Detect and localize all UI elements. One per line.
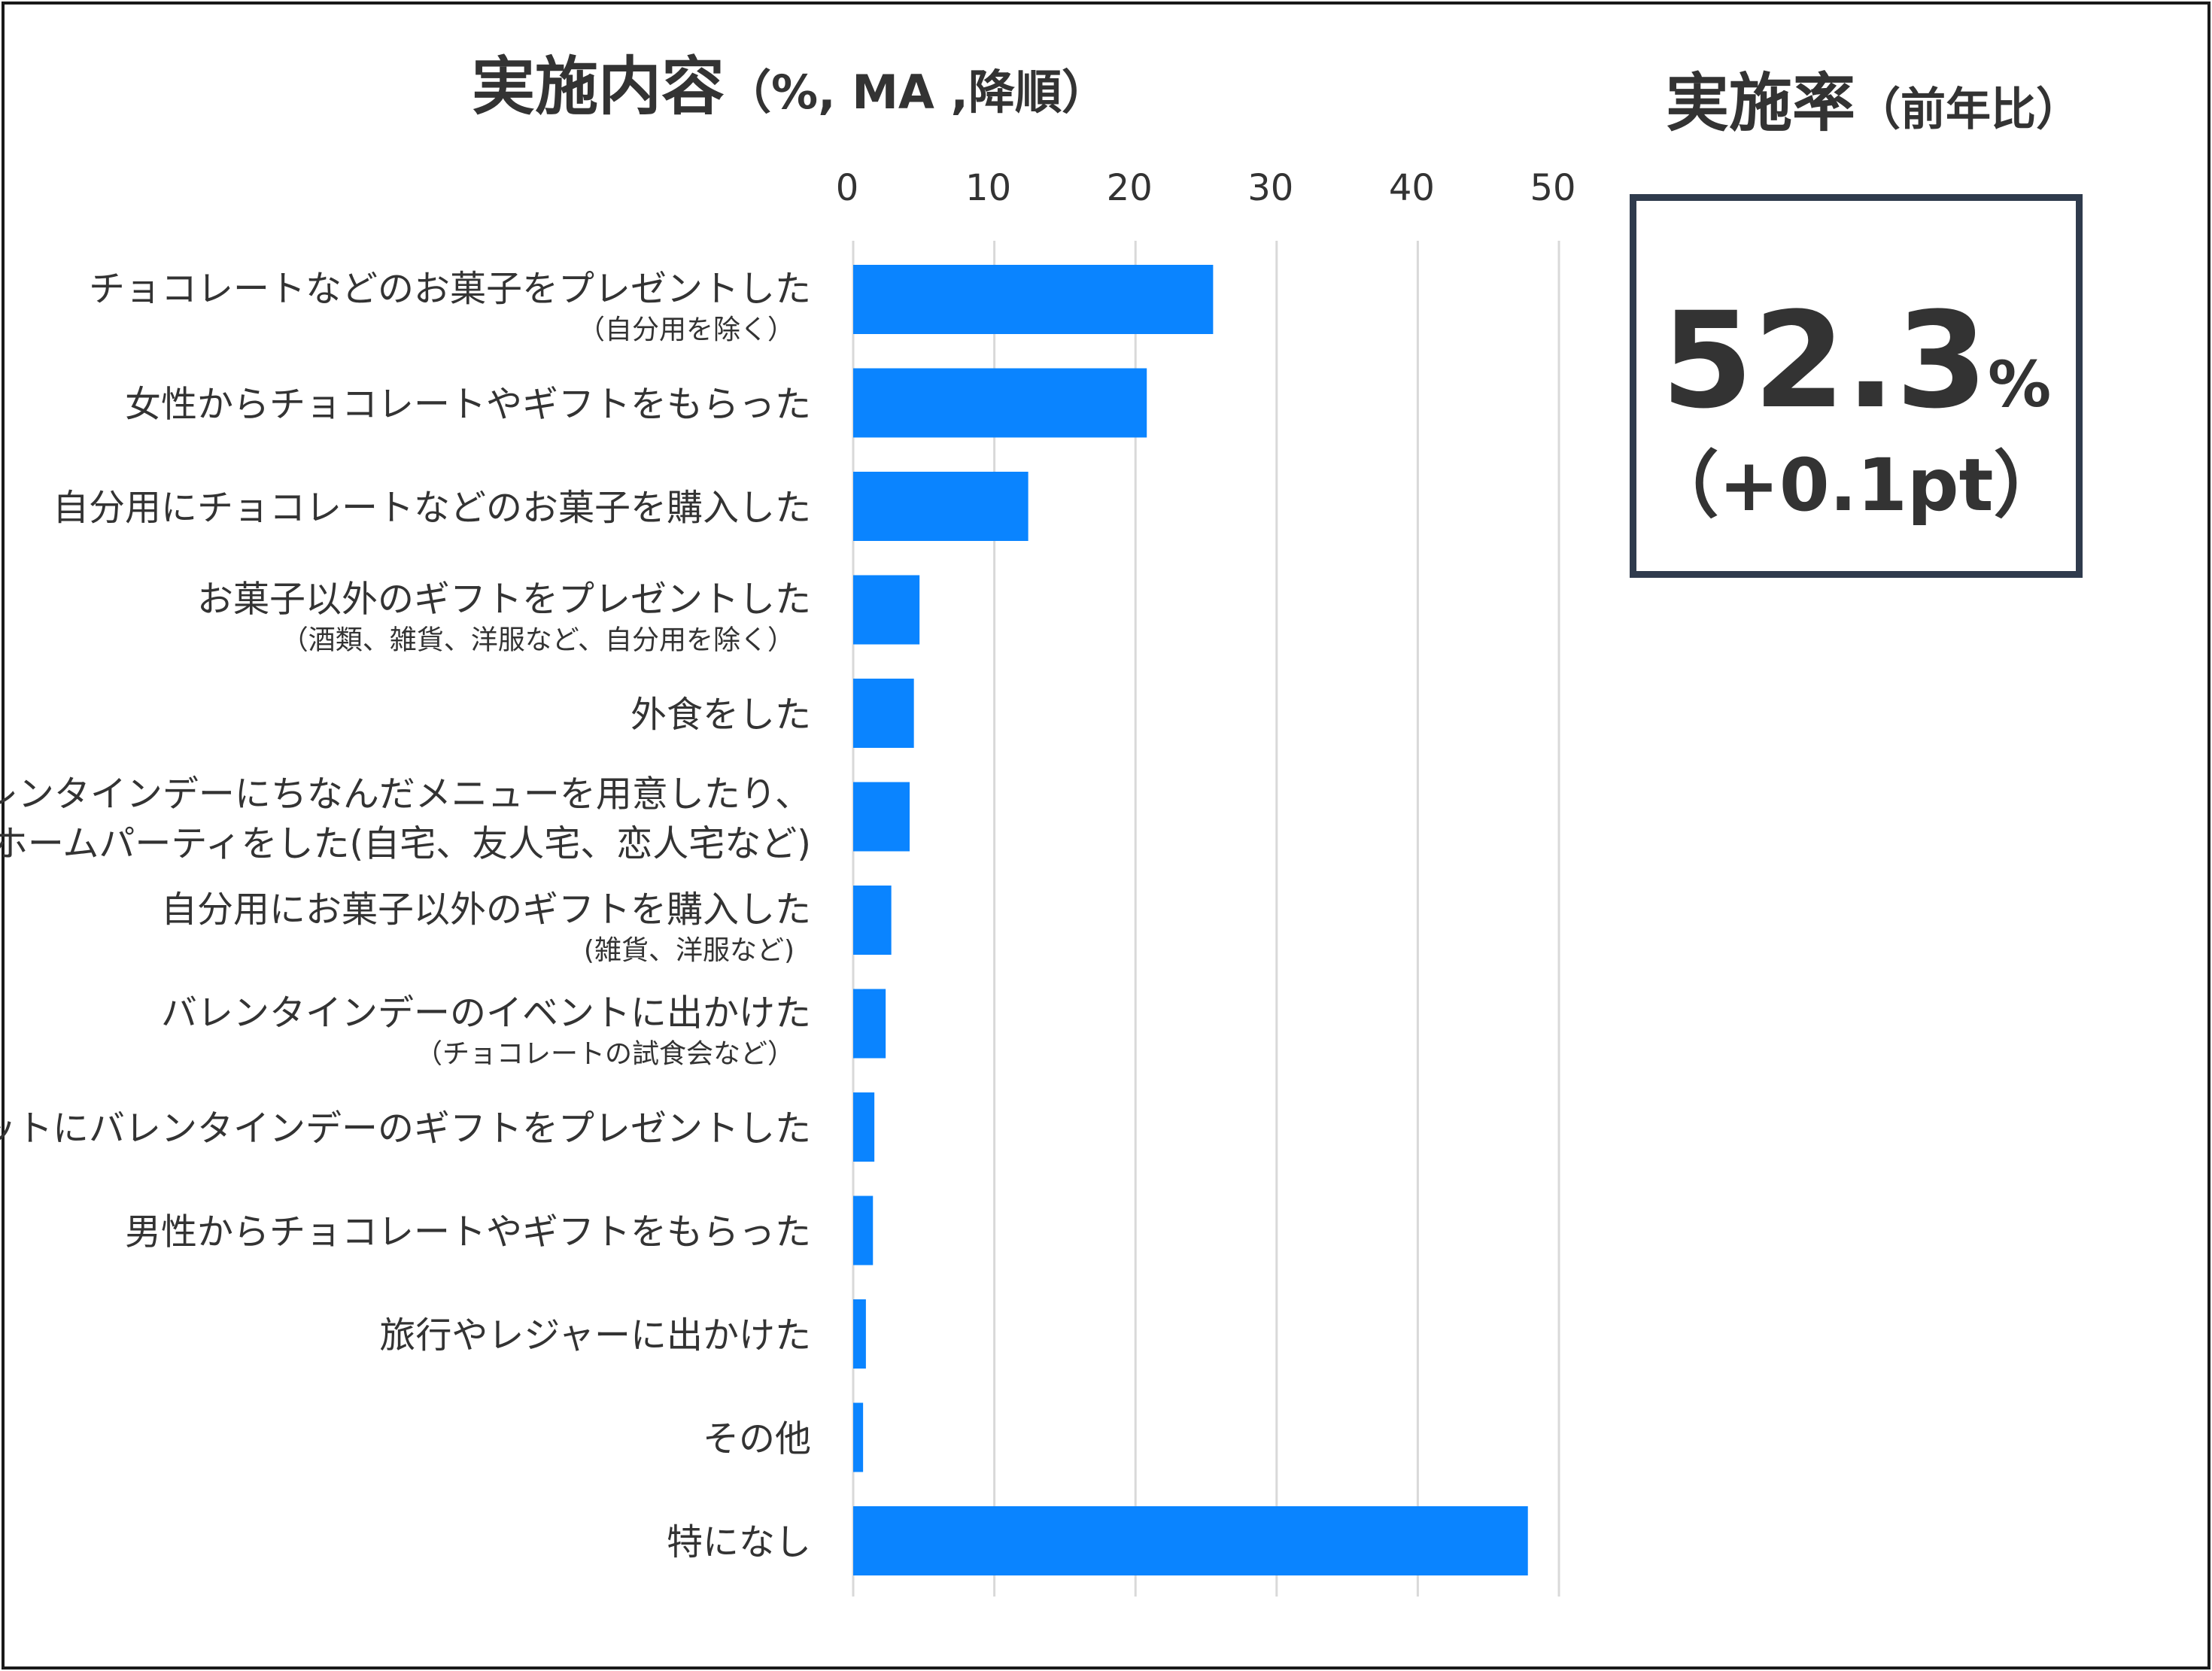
bar [853, 368, 1147, 438]
category-label: 特になし [667, 1521, 811, 1563]
bar [853, 1196, 874, 1265]
x-axis-ticks: 0 10 20 30 40 50 [836, 167, 1576, 209]
x-tick-label: 0 [836, 167, 859, 209]
bar [853, 575, 920, 645]
rate-unit: % [1988, 348, 2052, 421]
bar [853, 1506, 1528, 1575]
bar [853, 782, 910, 852]
category-note: （自分用を除く） [578, 314, 795, 345]
category-labels: チョコレートなどのお菓子をプレゼントした （自分用を除く） 女性からチョコレートやギ… [0, 268, 811, 1563]
rate-box: 52.3% （+0.1pt） [1630, 194, 2083, 578]
rate-title-note: （前年比） [1855, 84, 2081, 136]
bar [853, 679, 914, 748]
rate-title: 実施率（前年比） [1565, 53, 2182, 144]
category-label: その他 [703, 1418, 811, 1460]
category-label: 外食をした [630, 694, 811, 736]
x-tick-label: 50 [1530, 167, 1575, 209]
category-label: バレンタインデーのイベントに出かけた [161, 992, 811, 1035]
category-label: 自分用にチョコレートなどのお菓子を購入した [53, 487, 811, 529]
bar [853, 1299, 866, 1369]
bar [853, 1092, 875, 1162]
category-label: 男性からチョコレートやギフトをもらった [125, 1211, 811, 1253]
chart-title-note: （%, MA ,降順） [724, 65, 1109, 120]
category-label: ペットにバレンタインデーのギフトをプレゼントした [0, 1107, 811, 1150]
category-label: 女性からチョコレートやギフトをもらった [125, 384, 811, 426]
chart-title: 実施内容（%, MA ,降順） [0, 36, 1580, 127]
category-label: お菓子以外のギフトをプレゼントした [197, 579, 811, 621]
x-tick-label: 10 [965, 167, 1011, 209]
rate-number: 52.3 [1661, 284, 1989, 438]
rate-title-main: 実施率 [1665, 66, 1855, 140]
bar [853, 472, 1029, 541]
bars [853, 265, 1528, 1575]
bar-chart: 0 10 20 30 40 50 チョコレートなどのお菓子をプレゼントした （自分用を除く）… [0, 167, 1576, 1597]
x-tick-label: 20 [1107, 167, 1153, 209]
gridlines [852, 241, 1560, 1597]
category-label: 自分用にお菓子以外のギフトを購入した [161, 889, 811, 931]
bar [853, 265, 1214, 334]
chart-title-main: 実施内容 [471, 50, 725, 123]
category-label: チョコレートなどのお菓子をプレゼントした [89, 268, 811, 310]
category-label: 家でバレンタインデーにちなんだメニューを用意したり、 [0, 773, 811, 816]
bar [853, 886, 892, 955]
category-note: （酒類、雑貨、洋服など、自分用を除く） [281, 625, 795, 656]
rate-value: 52.3% [1636, 284, 2076, 438]
rate-change: （+0.1pt） [1646, 443, 2066, 527]
category-label-line2: ホームパーティをした(自宅、友人宅、恋人宅など) [0, 823, 811, 865]
x-tick-label: 40 [1389, 167, 1435, 209]
category-label: 旅行やレジャーに出かけた [379, 1314, 811, 1357]
category-note: （チョコレートの試食会など） [415, 1039, 795, 1070]
x-tick-label: 30 [1247, 167, 1293, 209]
bar [853, 1402, 864, 1472]
category-note: (雑貨、洋服など) [584, 935, 795, 966]
bar [853, 989, 886, 1059]
